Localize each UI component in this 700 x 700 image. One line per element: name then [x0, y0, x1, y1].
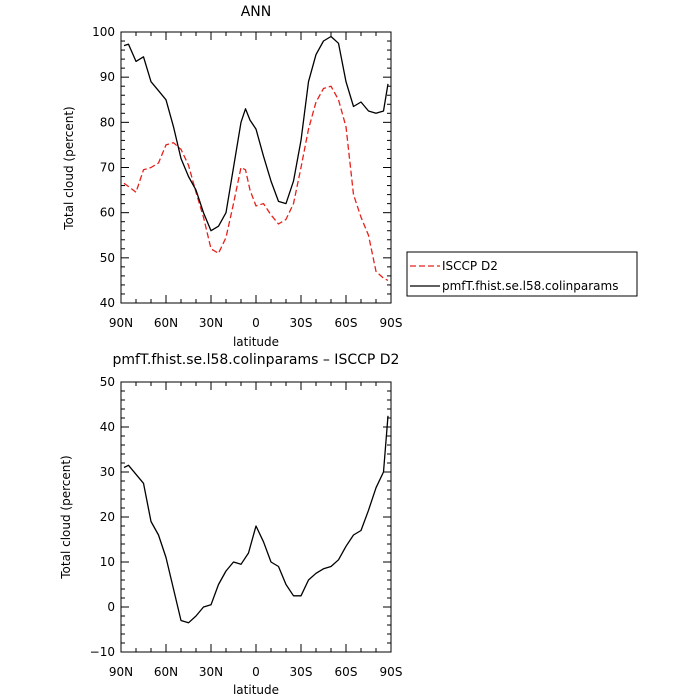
bottom-y-tick-label: 20 — [100, 510, 115, 524]
top-x-tick-label: 30S — [290, 316, 313, 330]
bottom-y-tick-label: 10 — [100, 555, 115, 569]
top-x-tick-label: 0 — [252, 316, 260, 330]
top-x-tick-label: 30N — [199, 316, 223, 330]
top-x-tick-label: 60S — [335, 316, 358, 330]
bottom-y-tick-labels: −10 0 10 20 30 40 50 — [90, 375, 115, 659]
bottom-y-tick-label: 0 — [107, 600, 115, 614]
top-x-tick-label: 90S — [380, 316, 403, 330]
bottom-x-axis-label: latitude — [233, 683, 279, 697]
top-title: ANN — [241, 4, 272, 20]
bottom-x-tick-label: 60N — [154, 665, 178, 679]
top-panel: ANN 90N 60N 30N 0 30S 60S 90S 405060708090100 … — [62, 4, 402, 349]
top-tick-marks — [120, 31, 392, 304]
top-y-tick-label: 60 — [100, 206, 115, 220]
bottom-y-tick-label: 40 — [100, 420, 115, 434]
bottom-plot-frame — [120, 381, 392, 653]
top-x-tick-labels: 90N 60N 30N 0 30S 60S 90S — [109, 316, 403, 330]
bottom-x-tick-label: 90S — [380, 665, 403, 679]
top-y-tick-label: 90 — [100, 70, 115, 84]
bottom-panel: pmfT.fhist.se.l58.colinparams – ISCCP D2… — [59, 352, 402, 697]
bottom-y-tick-label: 30 — [100, 465, 115, 479]
top-y-tick-label: 50 — [100, 251, 115, 265]
bottom-tick-marks — [120, 381, 392, 653]
top-y-tick-label: 100 — [92, 25, 115, 39]
top-series-lines — [123, 35, 389, 281]
legend-label-model: pmfT.fhist.se.l58.colinparams — [442, 279, 618, 293]
top-series-line-0 — [123, 85, 389, 281]
top-x-tick-label: 90N — [109, 316, 133, 330]
bottom-x-tick-label: 60S — [335, 665, 358, 679]
top-y-axis-label: Total cloud (percent) — [62, 106, 76, 230]
legend: ISCCP D2 pmfT.fhist.se.l58.colinparams — [406, 251, 638, 297]
bottom-series-lines — [123, 415, 389, 624]
bottom-title: pmfT.fhist.se.l58.colinparams – ISCCP D2 — [113, 352, 400, 368]
top-series-line-1 — [123, 35, 389, 232]
bottom-y-axis-label: Total cloud (percent) — [59, 455, 73, 579]
top-y-tick-label: 80 — [100, 115, 115, 129]
top-y-tick-label: 70 — [100, 161, 115, 175]
bottom-y-tick-label: −10 — [90, 645, 115, 659]
bottom-x-tick-label: 30N — [199, 665, 223, 679]
top-y-tick-labels: 40 50 60 70 80 90 100 — [92, 25, 115, 310]
bottom-x-tick-label: 30S — [290, 665, 313, 679]
bottom-y-tick-label: 50 — [100, 375, 115, 389]
top-x-axis-label: latitude — [233, 335, 279, 349]
top-x-tick-label: 60N — [154, 316, 178, 330]
legend-label-isccp: ISCCP D2 — [442, 259, 498, 273]
top-y-tick-label: 40 — [100, 296, 115, 310]
bottom-x-tick-label: 0 — [252, 665, 260, 679]
bottom-x-tick-labels: 90N 60N 30N 0 30S 60S 90S — [109, 665, 403, 679]
bottom-x-tick-label: 90N — [109, 665, 133, 679]
bottom-series-line-0 — [123, 415, 389, 624]
legend-box — [406, 251, 638, 297]
